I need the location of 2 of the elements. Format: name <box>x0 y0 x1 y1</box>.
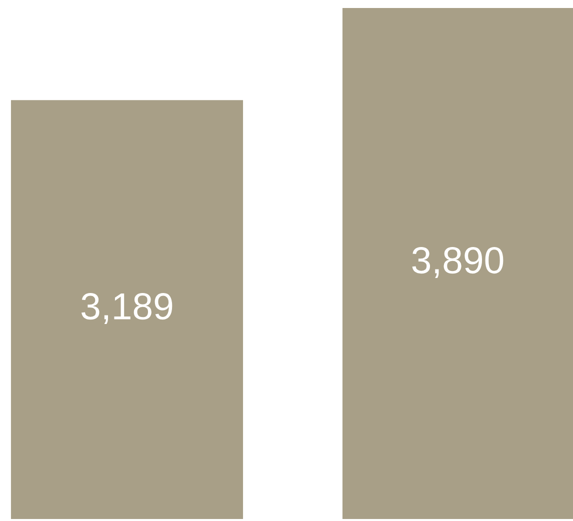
data-label: 3,189 <box>82 293 172 324</box>
data-label: 3,890 <box>412 247 504 278</box>
